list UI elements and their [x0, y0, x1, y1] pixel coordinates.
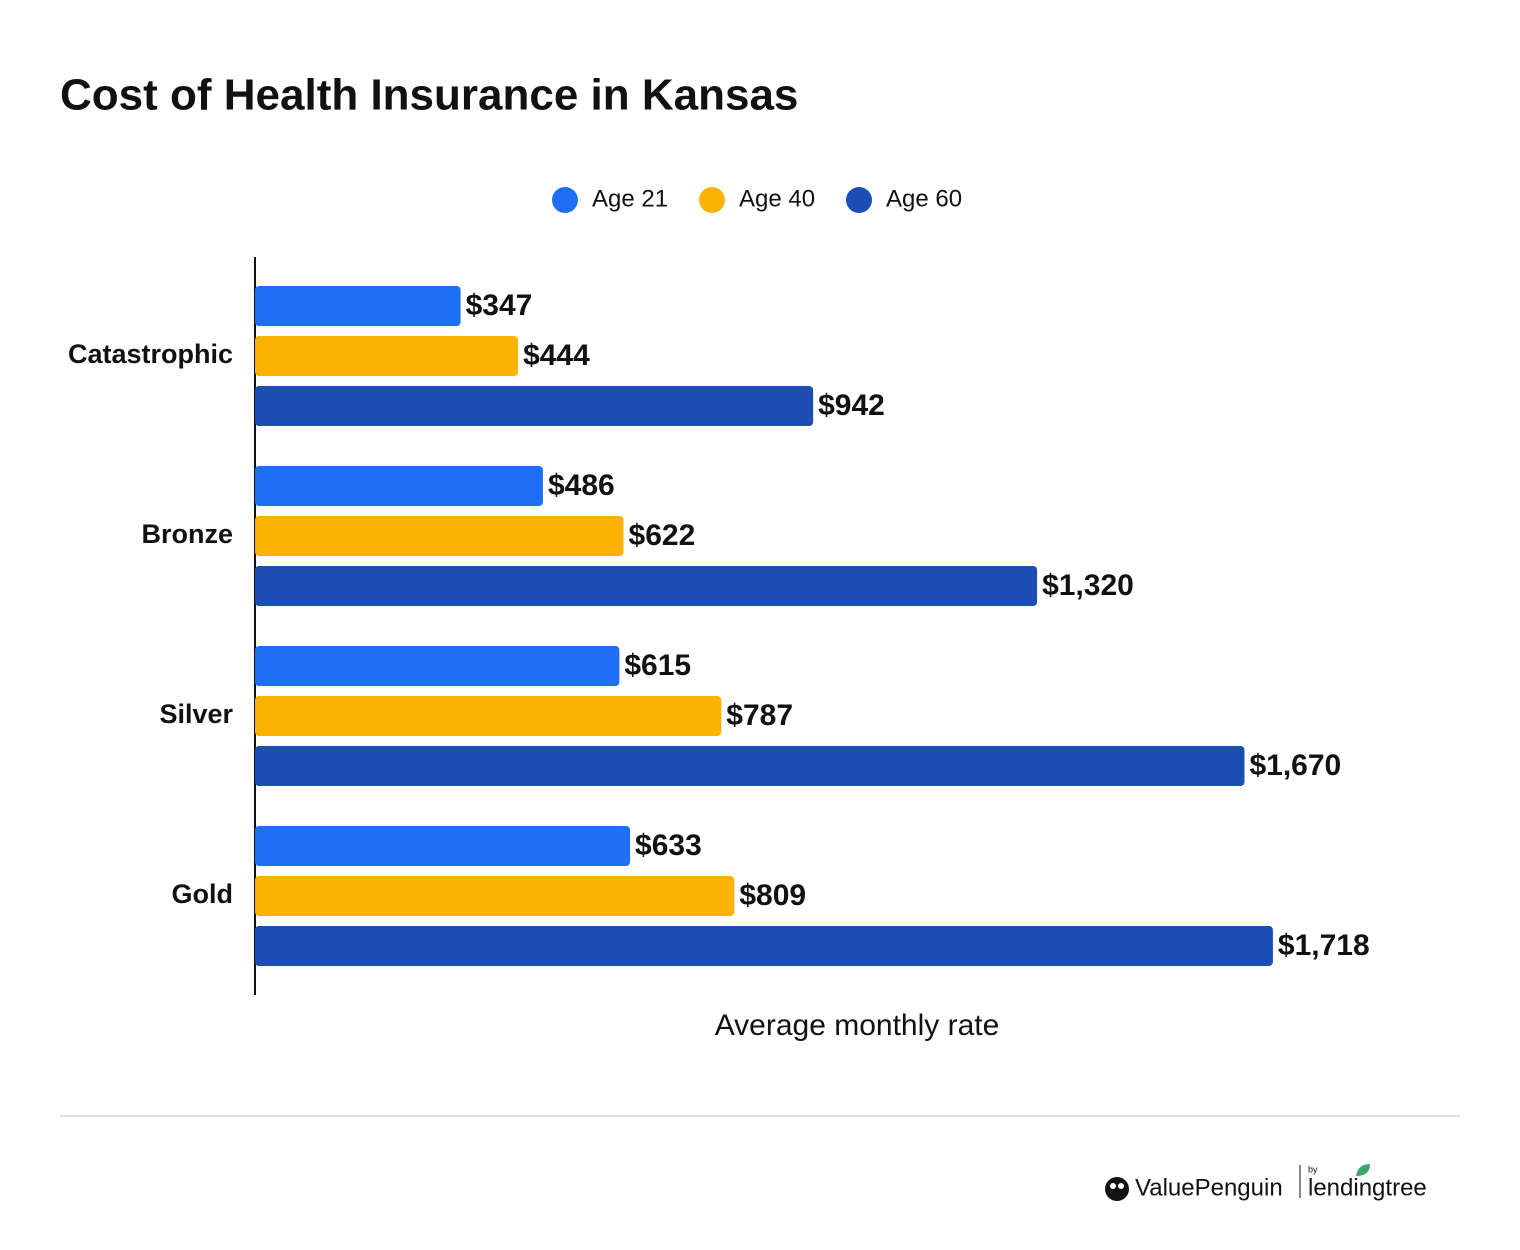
y-tick-label: Silver [159, 699, 233, 729]
legend-label: Age 40 [739, 185, 815, 212]
legend-swatch [846, 187, 872, 213]
value-label: $444 [523, 339, 590, 372]
bar [255, 926, 1273, 966]
bar [255, 876, 735, 916]
value-label: $1,718 [1278, 929, 1370, 962]
brand-name: ValuePenguin [1135, 1174, 1283, 1201]
legend-swatch [699, 187, 725, 213]
bar [255, 286, 461, 326]
brand-partner: lendingtree [1308, 1174, 1427, 1201]
chart-title: Cost of Health Insurance in Kansas [60, 71, 798, 120]
legend-swatch [552, 187, 578, 213]
x-axis-label: Average monthly rate [715, 1009, 1000, 1042]
bar [255, 826, 631, 866]
bar [255, 696, 722, 736]
legend-label: Age 60 [886, 185, 962, 212]
penguin-eye [1110, 1183, 1116, 1189]
brand-by: by [1308, 1164, 1318, 1174]
bar [255, 746, 1245, 786]
value-label: $1,320 [1042, 569, 1134, 602]
bar [255, 516, 624, 556]
value-label: $942 [818, 389, 885, 422]
bar [255, 386, 814, 426]
leaf-icon [1356, 1164, 1370, 1176]
value-label: $787 [726, 699, 793, 732]
y-tick-label: Bronze [141, 519, 233, 549]
value-label: $622 [629, 519, 696, 552]
legend-label: Age 21 [592, 185, 668, 212]
y-tick-label: Catastrophic [68, 339, 233, 369]
y-tick-label: Gold [172, 879, 234, 909]
bar [255, 466, 543, 506]
value-label: $347 [466, 289, 533, 322]
value-label: $1,670 [1249, 749, 1341, 782]
bar [255, 566, 1038, 606]
value-label: $615 [624, 649, 691, 682]
bar [255, 336, 519, 376]
brand-logo: ValuePenguin by lendingtree [1105, 1164, 1427, 1201]
value-label: $809 [739, 879, 806, 912]
penguin-eye [1118, 1183, 1124, 1189]
penguin-icon [1105, 1177, 1129, 1201]
bar [255, 646, 620, 686]
value-label: $633 [635, 829, 702, 862]
value-label: $486 [548, 469, 615, 502]
